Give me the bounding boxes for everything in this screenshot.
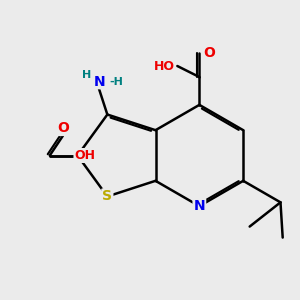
Text: N: N [194, 199, 205, 213]
Text: N: N [94, 75, 105, 89]
Text: S: S [102, 190, 112, 203]
Text: -H: -H [109, 77, 123, 87]
Text: HO: HO [154, 59, 175, 73]
Text: O: O [57, 121, 69, 135]
Text: H: H [82, 70, 91, 80]
Text: OH: OH [74, 149, 95, 162]
Text: O: O [203, 46, 215, 60]
